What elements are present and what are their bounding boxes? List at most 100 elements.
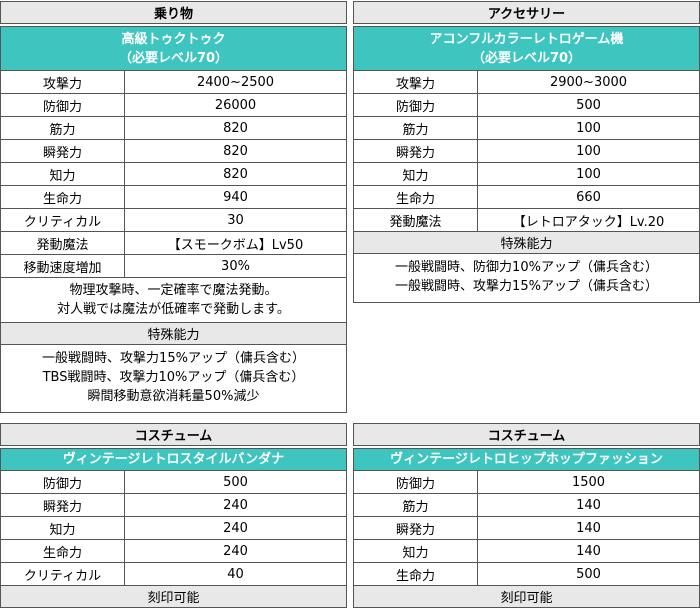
vehicle-header: 乗り物 <box>0 1 347 24</box>
special-ability-line: 一般戦闘時、攻撃力15%アップ（傭兵含む） <box>42 351 305 366</box>
stat-row: 防御力 500 <box>0 470 347 494</box>
vehicle-special-header: 特殊能力 <box>0 322 347 345</box>
stat-label: 防御力 <box>0 470 125 494</box>
accessory-special-abilities: 一般戦闘時、防御力10%アップ（傭兵含む） 一般戦闘時、攻撃力15%アップ（傭兵… <box>353 253 700 303</box>
special-ability-line: TBS戦闘時、攻撃力10%アップ（傭兵含む） <box>42 370 305 385</box>
stat-row: 瞬発力 820 <box>0 139 347 163</box>
stat-value: 2400~2500 <box>124 70 347 94</box>
stat-row: 発動魔法 【スモークボム】Lv50 <box>0 231 347 255</box>
costume-right-footer: 刻印可能 <box>353 585 700 608</box>
accessory-title: アコンフルカラーレトロゲーム機 （必要レベル70） <box>353 26 700 71</box>
stat-label: 移動速度増加 <box>0 254 125 278</box>
vehicle-title: 高級トゥクトゥク （必要レベル70） <box>0 26 347 71</box>
stat-label: 瞬発力 <box>353 516 478 540</box>
stat-value: 240 <box>124 516 347 540</box>
stat-label: 瞬発力 <box>0 493 125 517</box>
stat-label: クリティカル <box>0 208 125 232</box>
stat-value: 240 <box>124 493 347 517</box>
stat-row: 知力 820 <box>0 162 347 186</box>
stat-value: 2900~3000 <box>477 70 700 94</box>
stat-label: 瞬発力 <box>353 139 478 163</box>
stat-row: 筋力 820 <box>0 116 347 140</box>
vehicle-note-line: 対人戦では魔法が低確率で発動します。 <box>57 302 290 317</box>
stat-row: 生命力 940 <box>0 185 347 209</box>
stat-value: 660 <box>477 185 700 209</box>
stat-value: 940 <box>124 185 347 209</box>
vehicle-title-name: 高級トゥクトゥク <box>121 31 226 47</box>
stat-row: クリティカル 30 <box>0 208 347 232</box>
stat-value: 820 <box>124 139 347 163</box>
stat-value: 500 <box>477 562 700 586</box>
accessory-title-level: （必要レベル70） <box>471 50 582 66</box>
stat-value: 【レトロアタック】Lv.20 <box>477 208 700 232</box>
stat-label: 攻撃力 <box>353 70 478 94</box>
stat-value: 820 <box>124 162 347 186</box>
stat-label: クリティカル <box>0 562 125 586</box>
stat-value: 30 <box>124 208 347 232</box>
vehicle-title-level: （必要レベル70） <box>118 50 229 66</box>
stat-value: 820 <box>124 116 347 140</box>
accessory-special-header: 特殊能力 <box>353 231 700 254</box>
stat-row: 生命力 240 <box>0 539 347 563</box>
costume-left-title: ヴィンテージレトロスタイルバンダナ <box>0 448 347 471</box>
stat-row: 筋力 140 <box>353 493 700 517</box>
stat-value: 500 <box>477 93 700 117</box>
stat-row: 知力 100 <box>353 162 700 186</box>
stat-row: 発動魔法 【レトロアタック】Lv.20 <box>353 208 700 232</box>
stat-label: 筋力 <box>0 116 125 140</box>
stat-row: 攻撃力 2900~3000 <box>353 70 700 94</box>
stat-label: 知力 <box>353 162 478 186</box>
costume-right-title: ヴィンテージレトロヒップホップファッション <box>353 448 700 471</box>
stat-label: 発動魔法 <box>353 208 478 232</box>
stat-label: 知力 <box>0 162 125 186</box>
stat-label: 生命力 <box>353 185 478 209</box>
stat-value: 140 <box>477 516 700 540</box>
stat-value: 30% <box>124 254 347 278</box>
vehicle-panel: 乗り物 高級トゥクトゥク （必要レベル70） 攻撃力 2400~2500 防御力 2… <box>0 1 347 413</box>
stat-value: 26000 <box>124 93 347 117</box>
stat-value: 1500 <box>477 470 700 494</box>
special-ability-line: 瞬間移動意欲消耗量50%減少 <box>87 389 260 404</box>
costume-left-header: コスチューム <box>0 423 347 446</box>
stat-row: 生命力 500 <box>353 562 700 586</box>
stat-row: 防御力 26000 <box>0 93 347 117</box>
stat-value: 100 <box>477 116 700 140</box>
stat-label: 筋力 <box>353 116 478 140</box>
stat-value: 100 <box>477 162 700 186</box>
accessory-header: アクセサリー <box>353 1 700 24</box>
stat-label: 発動魔法 <box>0 231 125 255</box>
stat-row: 知力 240 <box>0 516 347 540</box>
costume-left-footer: 刻印可能 <box>0 585 347 608</box>
stat-value: 240 <box>124 539 347 563</box>
stat-label: 攻撃力 <box>0 70 125 94</box>
stat-row: 知力 140 <box>353 539 700 563</box>
special-ability-line: 一般戦闘時、防御力10%アップ（傭兵含む） <box>395 260 658 275</box>
stat-row: 筋力 100 <box>353 116 700 140</box>
special-ability-line: 一般戦闘時、攻撃力15%アップ（傭兵含む） <box>395 279 658 294</box>
stat-row: クリティカル 40 <box>0 562 347 586</box>
stat-label: 防御力 <box>353 93 478 117</box>
stat-label: 生命力 <box>353 562 478 586</box>
stat-row: 瞬発力 140 <box>353 516 700 540</box>
stat-row: 移動速度増加 30% <box>0 254 347 278</box>
vehicle-note: 物理攻撃時、一定確率で魔法発動。 対人戦では魔法が低確率で発動します。 <box>0 277 347 323</box>
stat-label: 知力 <box>0 516 125 540</box>
costume-right-header: コスチューム <box>353 423 700 446</box>
stat-label: 知力 <box>353 539 478 563</box>
stat-value: 100 <box>477 139 700 163</box>
stat-row: 生命力 660 <box>353 185 700 209</box>
stat-row: 瞬発力 240 <box>0 493 347 517</box>
stat-label: 筋力 <box>353 493 478 517</box>
stat-row: 防御力 500 <box>353 93 700 117</box>
stat-row: 攻撃力 2400~2500 <box>0 70 347 94</box>
vehicle-note-line: 物理攻撃時、一定確率で魔法発動。 <box>69 283 278 298</box>
costume-right-panel: コスチューム ヴィンテージレトロヒップホップファッション 防御力 1500 筋力 1… <box>353 423 700 608</box>
stat-value: 140 <box>477 539 700 563</box>
stat-value: 【スモークボム】Lv50 <box>124 231 347 255</box>
accessory-title-name: アコンフルカラーレトロゲーム機 <box>429 31 624 47</box>
accessory-panel: アクセサリー アコンフルカラーレトロゲーム機 （必要レベル70） 攻撃力 2900… <box>353 1 700 303</box>
stat-row: 瞬発力 100 <box>353 139 700 163</box>
stat-label: 生命力 <box>0 185 125 209</box>
stat-value: 140 <box>477 493 700 517</box>
stat-label: 防御力 <box>353 470 478 494</box>
